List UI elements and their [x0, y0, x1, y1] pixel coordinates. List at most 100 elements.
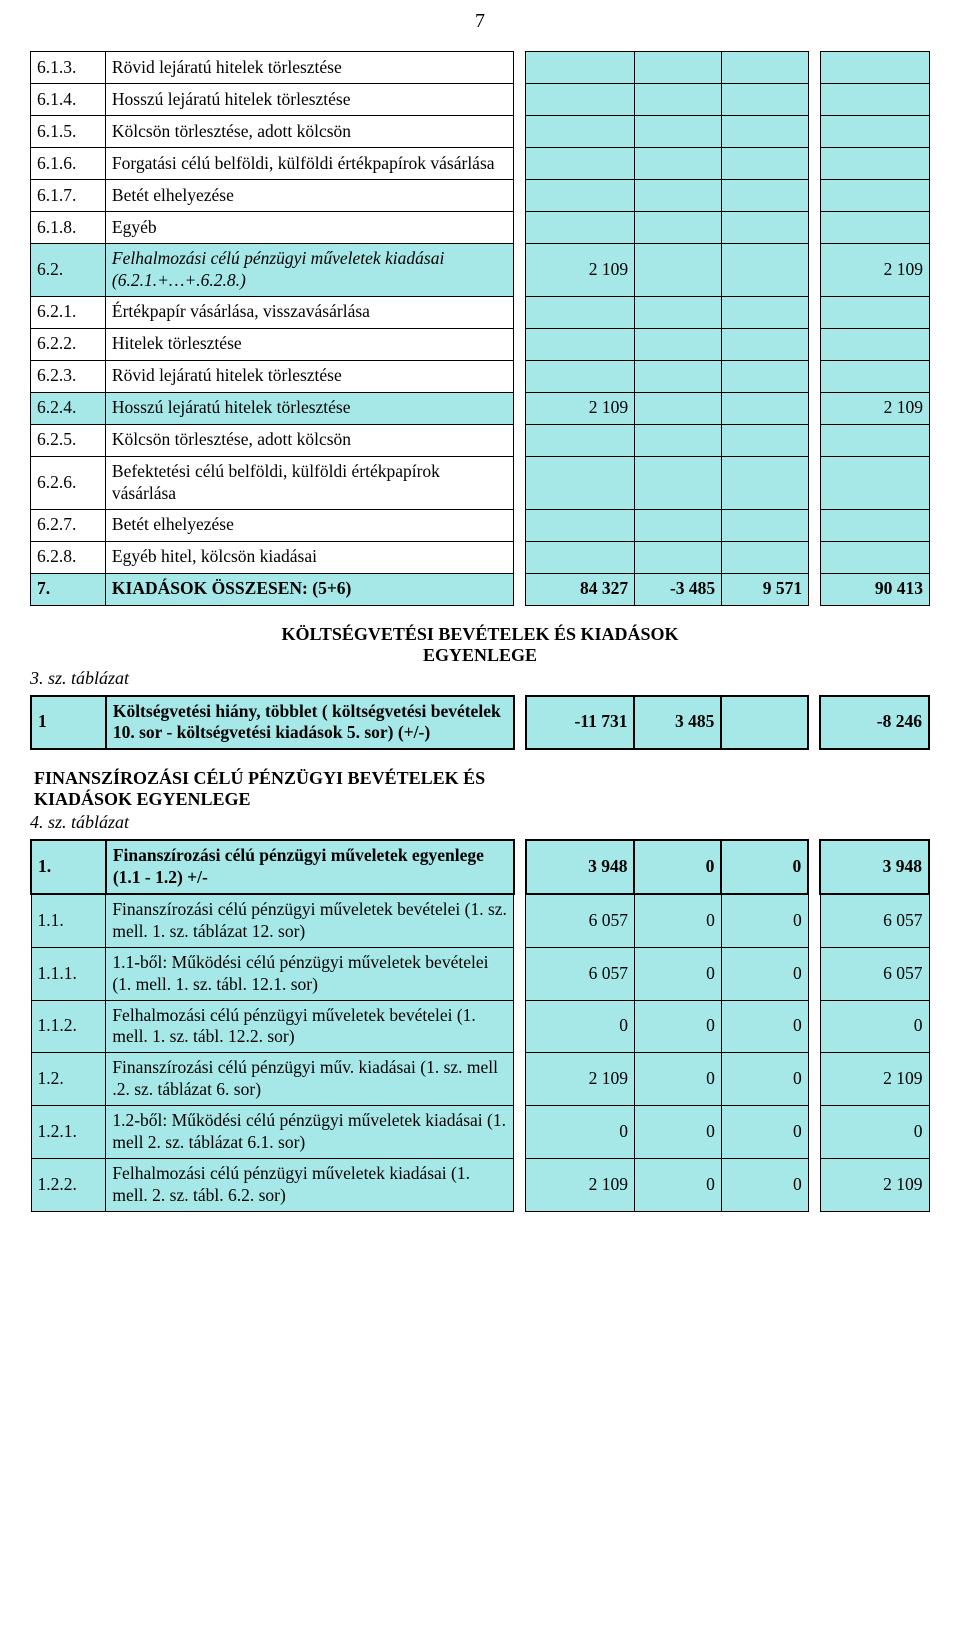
row-label: KIADÁSOK ÖSSZESEN: (5+6) — [105, 573, 513, 605]
row-label: Hosszú lejáratú hitelek törlesztése — [105, 392, 513, 424]
table-row: 1.2.Finanszírozási célú pénzügyi műv. ki… — [31, 1053, 929, 1106]
row-index: 6.1.8. — [31, 212, 106, 244]
cell-value — [722, 244, 809, 297]
cell-value: 90 413 — [821, 573, 930, 605]
cell-value — [526, 360, 635, 392]
cell-value: 6 057 — [526, 894, 635, 947]
table-row: 6.2.1.Értékpapír vásárlása, visszavásárl… — [31, 296, 930, 328]
row-index: 6.1.3. — [31, 52, 106, 84]
table-row: 1.1.2.Felhalmozási célú pénzügyi művelet… — [31, 1000, 929, 1053]
cell-value — [526, 509, 635, 541]
table-row: 6.2.5.Kölcsön törlesztése, adott kölcsön — [31, 424, 930, 456]
cell-value: 0 — [634, 947, 721, 1000]
row-index: 6.1.4. — [31, 84, 106, 116]
row-index: 1. — [31, 840, 106, 894]
cell-value — [635, 52, 722, 84]
table-row: 1.1.Finanszírozási célú pénzügyi művelet… — [31, 894, 929, 947]
cell-value — [821, 456, 930, 509]
table-row: 6.2.8.Egyéb hitel, kölcsön kiadásai — [31, 541, 930, 573]
row-label: Rövid lejáratú hitelek törlesztése — [105, 360, 513, 392]
page: 7 6.1.3.Rövid lejáratú hitelek törleszté… — [0, 0, 960, 1242]
cell-value: 0 — [721, 1053, 808, 1106]
cell-value: 0 — [634, 840, 721, 894]
cell-value: 0 — [634, 1000, 721, 1053]
table-row: 6.2.6.Befektetési célú belföldi, külföld… — [31, 456, 930, 509]
row-label: 1.2-ből: Működési célú pénzügyi művelete… — [106, 1106, 514, 1159]
row-label: Kölcsön törlesztése, adott kölcsön — [105, 116, 513, 148]
row-index: 7. — [31, 573, 106, 605]
cell-value: 6 057 — [820, 894, 929, 947]
cell-value — [722, 116, 809, 148]
cell-value — [722, 456, 809, 509]
cell-value: -8 246 — [820, 696, 929, 750]
table-row: 6.1.6.Forgatási célú belföldi, külföldi … — [31, 148, 930, 180]
table-row: 1.2.2.Felhalmozási célú pénzügyi művelet… — [31, 1158, 929, 1211]
row-index: 6.2.6. — [31, 456, 106, 509]
cell-value — [821, 148, 930, 180]
cell-value: 3 948 — [820, 840, 929, 894]
cell-value — [722, 509, 809, 541]
row-label: Rövid lejáratú hitelek törlesztése — [105, 52, 513, 84]
section2-note: 3. sz. táblázat — [30, 668, 930, 689]
row-index: 1.1.1. — [31, 947, 106, 1000]
cell-value — [526, 296, 635, 328]
cell-value: 0 — [721, 1158, 808, 1211]
row-index: 6.2. — [31, 244, 106, 297]
row-label: Felhalmozási célú pénzügyi műveletek kia… — [106, 1158, 514, 1211]
cell-value — [722, 541, 809, 573]
row-label: Hosszú lejáratú hitelek törlesztése — [105, 84, 513, 116]
row-index: 6.2.2. — [31, 328, 106, 360]
cell-value: 2 109 — [821, 244, 930, 297]
cell-value — [722, 180, 809, 212]
cell-value: 0 — [721, 840, 808, 894]
cell-value: -3 485 — [635, 573, 722, 605]
cell-value — [635, 392, 722, 424]
cell-value — [635, 456, 722, 509]
cell-value — [635, 328, 722, 360]
row-index: 6.2.5. — [31, 424, 106, 456]
cell-value: 6 057 — [820, 947, 929, 1000]
cell-value — [526, 52, 635, 84]
row-index: 6.2.8. — [31, 541, 106, 573]
cell-value — [526, 148, 635, 180]
row-label: Forgatási célú belföldi, külföldi értékp… — [105, 148, 513, 180]
cell-value: 0 — [820, 1000, 929, 1053]
row-label: Felhalmozási célú pénzügyi műveletek bev… — [106, 1000, 514, 1053]
cell-value — [635, 296, 722, 328]
cell-value — [821, 328, 930, 360]
cell-value — [821, 360, 930, 392]
row-index: 6.1.6. — [31, 148, 106, 180]
cell-value: -11 731 — [526, 696, 635, 750]
cell-value — [821, 212, 930, 244]
table-row: 6.1.8.Egyéb — [31, 212, 930, 244]
cell-value: 0 — [634, 894, 721, 947]
cell-value: 6 057 — [526, 947, 635, 1000]
cell-value — [526, 541, 635, 573]
cell-value — [722, 296, 809, 328]
budget-table-3: 1.Finanszírozási célú pénzügyi műveletek… — [30, 839, 930, 1211]
table-row: 7.KIADÁSOK ÖSSZESEN: (5+6)84 327-3 4859 … — [31, 573, 930, 605]
row-label: Finanszírozási célú pénzügyi műv. kiadás… — [106, 1053, 514, 1106]
row-label: Betét elhelyezése — [105, 509, 513, 541]
table-row: 1.1.1.1.1-ből: Működési célú pénzügyi mű… — [31, 947, 929, 1000]
table-row: 1.2.1.1.2-ből: Működési célú pénzügyi mű… — [31, 1106, 929, 1159]
cell-value — [821, 52, 930, 84]
cell-value: 9 571 — [722, 573, 809, 605]
cell-value — [635, 180, 722, 212]
cell-value: 2 109 — [820, 1053, 929, 1106]
cell-value: 0 — [634, 1158, 721, 1211]
cell-value — [526, 328, 635, 360]
row-index: 6.1.7. — [31, 180, 106, 212]
cell-value — [635, 360, 722, 392]
cell-value: 2 109 — [526, 1053, 635, 1106]
row-index: 1.2. — [31, 1053, 106, 1106]
cell-value — [635, 212, 722, 244]
cell-value — [722, 212, 809, 244]
row-label: Hitelek törlesztése — [105, 328, 513, 360]
cell-value — [635, 541, 722, 573]
cell-value: 0 — [721, 947, 808, 1000]
cell-value: 0 — [526, 1106, 635, 1159]
row-index: 6.2.1. — [31, 296, 106, 328]
cell-value: 2 109 — [526, 1158, 635, 1211]
cell-value — [821, 116, 930, 148]
